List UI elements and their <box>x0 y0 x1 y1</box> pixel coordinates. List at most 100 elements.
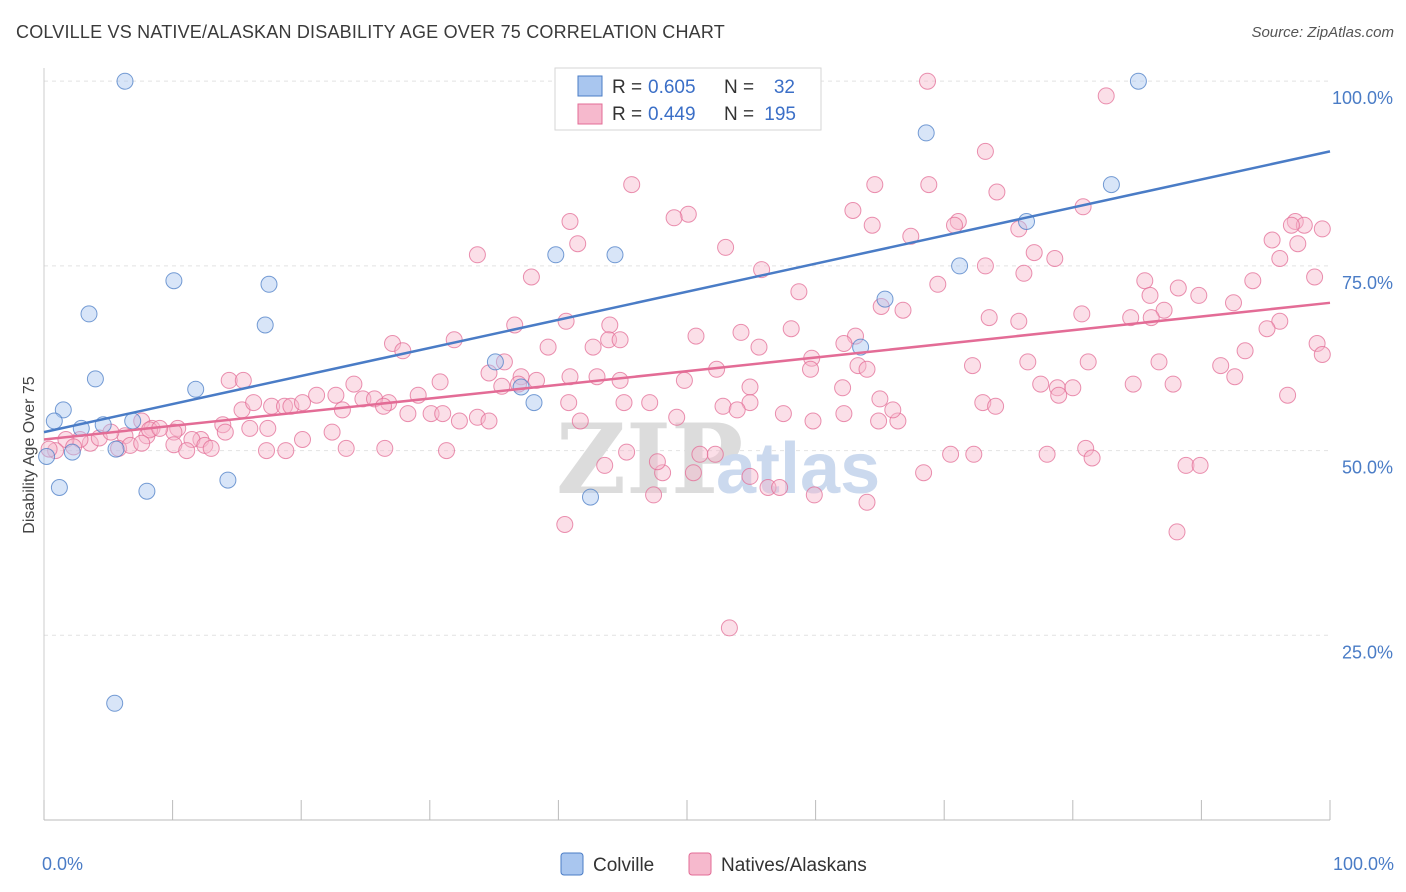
point-natives-193 <box>741 467 759 485</box>
trend-lines <box>43 150 1331 441</box>
point-natives-177 <box>438 442 455 460</box>
point-natives-88 <box>220 371 238 389</box>
stats-swatch-colville <box>577 75 603 97</box>
point-natives-176 <box>376 439 394 457</box>
point-natives-184 <box>706 445 724 463</box>
point-natives-128 <box>422 405 440 423</box>
point-natives-1 <box>1097 87 1115 105</box>
trend-line-natives <box>43 301 1331 441</box>
point-natives-189 <box>1083 449 1101 467</box>
point-natives-20 <box>902 227 920 245</box>
watermark-atlas: atlas <box>716 429 880 509</box>
point-natives-172 <box>202 439 220 457</box>
y-tick-label-3: 100.0% <box>1332 88 1393 108</box>
point-colville-5 <box>547 246 565 264</box>
point-natives-39 <box>1141 286 1159 304</box>
point-natives-109 <box>615 394 633 412</box>
point-natives-41 <box>1225 294 1242 312</box>
y-tick-label-2: 75.0% <box>1342 273 1393 293</box>
point-natives-100 <box>1124 375 1142 393</box>
point-natives-66 <box>539 338 557 356</box>
series-legend: Colville Natives/Alaskans <box>560 852 867 876</box>
point-natives-72 <box>964 357 981 375</box>
point-natives-111 <box>714 397 732 415</box>
chart-title: COLVILLE VS NATIVE/ALASKAN DISABILITY AG… <box>16 22 725 42</box>
point-natives-143 <box>241 419 259 437</box>
point-natives-87 <box>345 375 363 393</box>
point-colville-0 <box>116 72 134 90</box>
point-natives-146 <box>323 423 341 441</box>
point-natives-16 <box>1282 216 1300 234</box>
point-natives-64 <box>750 338 768 356</box>
point-colville-3 <box>1102 176 1120 194</box>
point-natives-180 <box>684 464 702 482</box>
point-natives-58 <box>687 327 705 345</box>
x-tick-label-end: 100.0% <box>1333 854 1394 874</box>
point-natives-140 <box>974 394 992 412</box>
point-natives-130 <box>450 412 468 430</box>
point-natives-54 <box>601 316 619 334</box>
stats-n-label-natives: N = <box>724 104 754 125</box>
point-natives-95 <box>741 378 759 396</box>
point-natives-50 <box>1271 312 1289 330</box>
point-colville-26 <box>107 440 125 458</box>
point-natives-121 <box>308 386 326 404</box>
point-natives-17 <box>1313 220 1331 238</box>
point-natives-197 <box>805 486 823 504</box>
point-colville-23 <box>525 394 543 412</box>
point-natives-24 <box>717 238 735 256</box>
point-natives-191 <box>1191 456 1209 474</box>
y-tick-label-0: 25.0% <box>1342 642 1393 662</box>
stats-legend: R = 0.605 N = 32 R = 0.449 N = 195 <box>554 67 822 131</box>
point-natives-192 <box>915 464 933 482</box>
point-natives-138 <box>889 412 907 430</box>
point-natives-167 <box>133 434 151 452</box>
point-natives-126 <box>399 405 417 423</box>
point-natives-70 <box>1313 346 1331 363</box>
legend-label-natives: Natives/Alaskans <box>721 855 867 876</box>
point-colville-18 <box>54 401 72 419</box>
point-colville-31 <box>106 694 124 712</box>
stats-swatch-natives <box>577 103 603 125</box>
stats-n-label-colville: N = <box>724 77 754 98</box>
point-natives-195 <box>771 479 789 496</box>
point-natives-46 <box>1122 309 1140 327</box>
point-natives-55 <box>782 320 800 338</box>
point-natives-75 <box>1079 353 1097 371</box>
point-natives-174 <box>277 442 295 460</box>
point-natives-132 <box>480 412 498 430</box>
point-natives-94 <box>611 371 629 389</box>
point-natives-134 <box>668 408 686 426</box>
point-natives-34 <box>929 275 947 293</box>
point-natives-12 <box>946 216 963 234</box>
y-tick-label-1: 50.0% <box>1342 458 1393 478</box>
point-colville-1 <box>1129 72 1147 90</box>
point-natives-74 <box>1150 353 1168 371</box>
point-natives-59 <box>445 331 463 349</box>
point-natives-29 <box>976 257 994 275</box>
point-natives-114 <box>333 401 351 419</box>
point-natives-25 <box>1025 244 1043 262</box>
point-natives-22 <box>1289 235 1307 253</box>
legend-swatch-colville <box>560 852 584 876</box>
point-colville-8 <box>165 272 183 290</box>
point-natives-35 <box>1306 268 1324 286</box>
point-natives-187 <box>1038 445 1056 463</box>
point-natives-106 <box>741 394 759 412</box>
point-natives-21 <box>1263 231 1281 249</box>
point-natives-99 <box>1064 379 1082 397</box>
x-tick-marks <box>43 800 1331 820</box>
point-natives-15 <box>1295 216 1313 234</box>
point-natives-27 <box>1271 250 1289 267</box>
point-natives-65 <box>835 335 853 352</box>
point-natives-179 <box>654 464 672 482</box>
trend-line-colville <box>43 150 1331 434</box>
point-natives-178 <box>618 443 636 461</box>
point-colville-20 <box>124 412 142 430</box>
point-natives-198 <box>858 493 876 511</box>
stats-r-value-natives: 0.449 <box>648 104 696 125</box>
point-natives-147 <box>216 423 234 441</box>
point-natives-170 <box>178 442 196 460</box>
point-natives-68 <box>1236 342 1254 360</box>
point-natives-76 <box>849 357 867 375</box>
